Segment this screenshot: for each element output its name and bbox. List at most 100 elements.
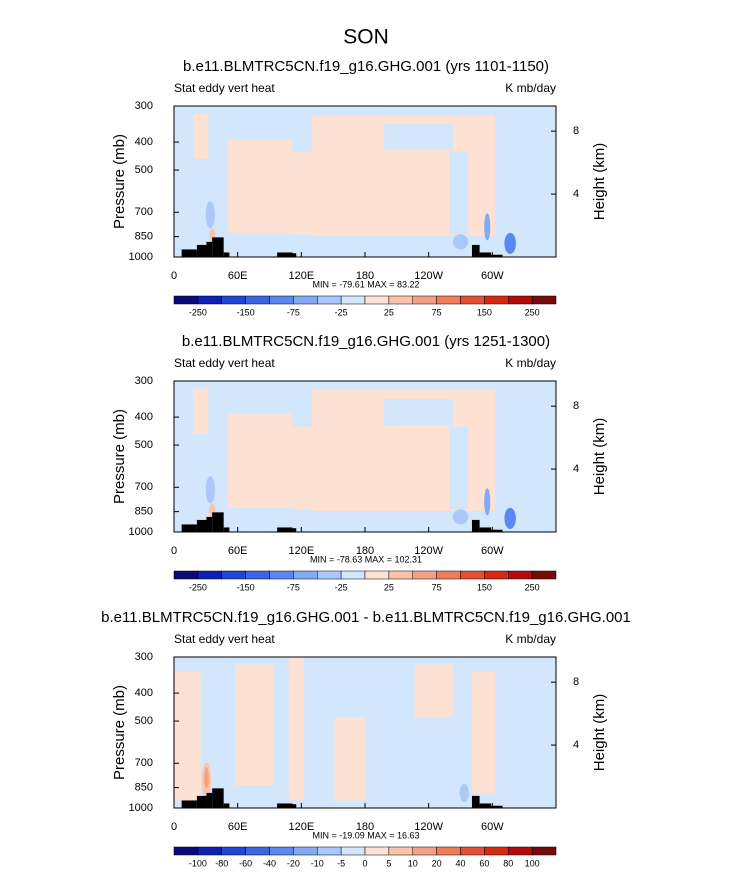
topography (196, 519, 207, 532)
colorbar-box (269, 846, 294, 856)
field-region (288, 657, 304, 801)
colorbar-label: 40 (455, 858, 465, 868)
y-tick-label: 850 (135, 231, 153, 243)
y2-tick-label: 8 (573, 676, 579, 688)
topography (288, 253, 297, 257)
topography (181, 524, 197, 532)
colorbar-box (221, 846, 246, 856)
colorbar-box (436, 570, 461, 580)
field-region (205, 476, 215, 504)
colorbar-box (173, 295, 199, 305)
x-tick-label: 180 (356, 270, 374, 282)
y-tick-label: 1000 (129, 802, 153, 814)
colorbar-box (245, 295, 270, 305)
y-tick-label: 500 (135, 164, 153, 176)
x-tick-label: 180 (356, 545, 374, 557)
colorbar-label: 60 (479, 858, 489, 868)
colorbar-box (317, 846, 342, 856)
topography (277, 252, 293, 257)
left-label: Stat eddy vert heat (174, 632, 275, 646)
y2-tick-label: 8 (573, 125, 579, 137)
colorbar-box (173, 846, 199, 856)
x-tick-label: 60E (228, 821, 248, 833)
field-region (449, 426, 469, 510)
x-tick-label: 60W (481, 821, 504, 833)
topography (206, 241, 213, 257)
x-tick-label: 120W (414, 545, 443, 557)
x-tick-label: 60W (481, 270, 504, 282)
colorbar-box (508, 846, 533, 856)
colorbar-label: -25 (335, 307, 348, 317)
field-region (204, 767, 209, 789)
colorbar-box (269, 570, 294, 580)
field-region (452, 234, 469, 250)
colorbar-box (460, 295, 485, 305)
x-tick-label: 180 (356, 821, 374, 833)
colorbar-box (412, 846, 437, 856)
topography (196, 244, 207, 257)
y-tick-label: 500 (135, 715, 153, 727)
topography (223, 252, 230, 257)
colorbar-label: 250 (525, 307, 540, 317)
y-tick-label: 300 (135, 375, 153, 387)
colorbar-box (245, 570, 270, 580)
x-tick-label: 60E (228, 545, 248, 557)
colorbar-box (531, 846, 557, 856)
field-region (471, 672, 495, 793)
y2-axis-label: Height (km) (591, 694, 608, 772)
y-tick-label: 400 (135, 411, 153, 423)
topography (206, 792, 213, 808)
field-region (504, 507, 516, 529)
colorbar-box (340, 570, 366, 580)
colorbar-box (293, 570, 318, 580)
colorbar-box (221, 570, 246, 580)
stats-label: MIN = -78.63 MAX = 102.31 (310, 554, 422, 564)
y-tick-label: 700 (135, 481, 153, 493)
colorbar-box (197, 846, 222, 856)
field-region (459, 783, 469, 802)
colorbar-box (508, 570, 533, 580)
topography (471, 795, 480, 808)
colorbar-label: 25 (384, 307, 394, 317)
y2-tick-label: 4 (573, 739, 579, 751)
topography (223, 803, 230, 808)
stats-label: MIN = -79.61 MAX = 83.22 (312, 279, 419, 289)
x-tick-label: 120E (288, 270, 314, 282)
colorbar-label: -5 (337, 858, 345, 868)
topography (288, 528, 297, 532)
colorbar-box (412, 295, 437, 305)
topography (277, 527, 293, 532)
colorbar-box (460, 570, 485, 580)
x-tick-label: 120W (414, 821, 443, 833)
colorbar-box (436, 295, 461, 305)
panel-title: b.e11.BLMTRC5CN.f19_g16.GHG.001 - b.e11.… (101, 609, 631, 626)
field-region (205, 201, 215, 229)
colorbar-box (484, 295, 509, 305)
colorbar-label: 150 (477, 582, 492, 592)
topography (212, 788, 224, 808)
colorbar-label: -150 (237, 307, 255, 317)
y-tick-label: 700 (135, 757, 153, 769)
colorbar-label: -250 (189, 307, 207, 317)
field-region (334, 717, 365, 801)
y-tick-label: 700 (135, 206, 153, 218)
y-tick-label: 500 (135, 439, 153, 451)
colorbar-label: 10 (408, 858, 418, 868)
colorbar-box (508, 295, 533, 305)
topography (181, 249, 197, 257)
topography (471, 244, 480, 257)
x-tick-label: 120E (288, 821, 314, 833)
colorbar-box (364, 846, 390, 856)
colorbar-box (531, 295, 557, 305)
field-region (452, 509, 469, 525)
colorbar-label: -150 (237, 582, 255, 592)
colorbar-label: -250 (189, 582, 207, 592)
y-axis-label: Pressure (mb) (111, 134, 128, 229)
colorbar-label: -60 (239, 858, 252, 868)
colorbar-label: 150 (477, 307, 492, 317)
right-label: K mb/day (505, 632, 556, 646)
topography (223, 527, 230, 532)
x-tick-label: 0 (171, 821, 177, 833)
x-tick-label: 120W (414, 270, 443, 282)
